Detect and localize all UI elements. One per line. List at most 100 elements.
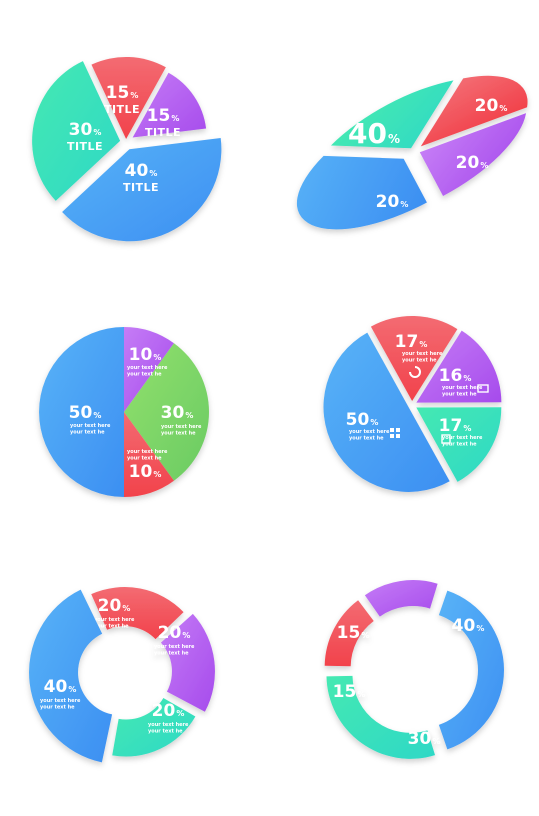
slice-value: 15 — [106, 83, 130, 103]
slice-value: 20 — [152, 701, 176, 721]
slice-unit: % — [68, 685, 76, 694]
slice-value: 40 — [44, 677, 68, 697]
slice-green — [124, 343, 209, 481]
slice-label: 10% — [129, 345, 162, 365]
slice-teal — [330, 80, 454, 149]
grid-icon — [390, 428, 400, 438]
slice-red — [370, 316, 458, 402]
slice-caption-line: your text here — [70, 423, 111, 429]
slice-caption-line: your text he — [161, 431, 196, 437]
slice-value: 50 — [69, 403, 93, 423]
slice-unit: % — [388, 132, 400, 146]
slice-value: 30 — [69, 120, 93, 140]
slice-unit: % — [370, 418, 378, 427]
slice-title: TITLE — [145, 126, 181, 139]
screen-icon — [477, 384, 489, 393]
slice-label: 40% — [348, 117, 400, 150]
slice-value: 30 — [408, 729, 432, 749]
slice-caption-line: your text here — [161, 424, 202, 430]
slice-value: 20 — [376, 192, 400, 212]
slice-unit: % — [463, 374, 471, 383]
slice-red — [124, 412, 174, 497]
slice-caption-line: your text here — [442, 435, 483, 441]
slice-label: 16% — [439, 366, 472, 386]
slice-caption-line: your text here — [127, 449, 168, 455]
slice-caption-line: your text here — [442, 385, 483, 391]
slice-label: 20% — [158, 623, 191, 643]
slice-label: 20% — [475, 96, 508, 116]
slice-label: 30% — [69, 120, 102, 140]
slice-unit: % — [176, 709, 184, 718]
slice-value: 15 — [147, 106, 171, 126]
slice-title: TITLE — [123, 181, 159, 194]
slice-red — [91, 57, 166, 140]
slice-label: 40% — [452, 616, 485, 636]
slice-unit: % — [463, 424, 471, 433]
slice-purple — [124, 327, 174, 412]
slice-unit: % — [130, 91, 138, 100]
slice-unit: % — [153, 353, 161, 362]
slice-caption-line: your text he — [442, 442, 477, 448]
slice-label: 40% — [44, 677, 77, 697]
slice-unit: % — [153, 470, 161, 479]
slice-label: 30% — [408, 729, 441, 749]
slice-value: 50 — [346, 410, 370, 430]
slice-label: 15% — [106, 83, 139, 103]
slice-blue — [438, 590, 505, 750]
slice-value: 15 — [333, 682, 357, 702]
slice-value: 10 — [129, 345, 153, 365]
slice-value: 17 — [439, 416, 463, 436]
slice-value: 40 — [125, 161, 149, 181]
slice-caption-line: your text he — [40, 705, 75, 711]
slice-teal — [112, 698, 196, 757]
chart-6: 40%30%15%15% — [324, 580, 505, 759]
slice-unit: % — [122, 604, 130, 613]
slice-label: 17% — [395, 332, 428, 352]
slice-unit: % — [432, 737, 440, 746]
slice-unit: % — [185, 411, 193, 420]
slice-teal — [326, 675, 436, 759]
slice-unit: % — [93, 128, 101, 137]
refresh-icon — [409, 366, 421, 378]
slice-caption-line: your text here — [148, 722, 189, 728]
slice-value: 30 — [161, 403, 185, 423]
slice-caption-line: your text here — [40, 698, 81, 704]
slice-value: 16 — [439, 366, 463, 386]
slice-unit: % — [149, 169, 157, 178]
slice-value: 40 — [348, 117, 387, 150]
slice-label: 30% — [161, 403, 194, 423]
slice-red — [324, 600, 374, 667]
slice-label: 15% — [337, 623, 370, 643]
slice-caption-line: your text here — [127, 365, 168, 371]
slice-caption-line: your text he — [127, 372, 162, 378]
slice-teal — [32, 61, 121, 201]
slice-red — [91, 587, 184, 640]
slice-unit: % — [182, 631, 190, 640]
slice-caption-line: your text he — [127, 456, 162, 462]
slice-unit: % — [400, 200, 408, 209]
document-icon — [441, 434, 451, 444]
slice-value: 20 — [98, 596, 122, 616]
slice-value: 20 — [456, 153, 480, 173]
slice-caption-line: your text he — [402, 358, 437, 364]
slice-caption-line: your text here — [154, 644, 195, 650]
slice-value: 15 — [337, 623, 361, 643]
slice-label: 50% — [69, 403, 102, 423]
slice-caption-line: your text he — [70, 430, 105, 436]
slice-red — [420, 75, 528, 147]
slice-unit: % — [476, 624, 484, 633]
slice-unit: % — [357, 690, 365, 699]
slice-purple — [132, 72, 207, 138]
slice-teal — [416, 407, 502, 482]
slice-label: 15% — [147, 106, 180, 126]
slice-label: 40% — [125, 161, 158, 181]
slice-caption-line: your text here — [94, 617, 135, 623]
slice-label: 15% — [333, 682, 366, 702]
slice-value: 40 — [452, 616, 476, 636]
slice-title: TITLE — [104, 103, 140, 116]
